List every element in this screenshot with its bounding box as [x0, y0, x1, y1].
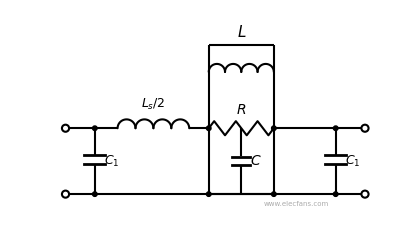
Circle shape	[62, 191, 69, 198]
Circle shape	[361, 191, 369, 198]
Circle shape	[361, 125, 369, 132]
Circle shape	[62, 125, 69, 132]
Circle shape	[207, 126, 211, 130]
Circle shape	[272, 126, 276, 130]
Circle shape	[272, 192, 276, 196]
Circle shape	[333, 192, 338, 196]
Text: www.elecfans.com: www.elecfans.com	[264, 201, 329, 207]
Circle shape	[92, 126, 97, 130]
Text: $L$: $L$	[236, 24, 246, 40]
Circle shape	[333, 126, 338, 130]
Text: $C$: $C$	[250, 154, 262, 168]
Text: $C_1$: $C_1$	[104, 154, 119, 169]
Circle shape	[92, 192, 97, 196]
Circle shape	[207, 192, 211, 196]
Text: $C_1$: $C_1$	[345, 154, 360, 169]
Text: $R$: $R$	[236, 103, 247, 117]
Text: $L_s/2$: $L_s/2$	[141, 96, 165, 112]
